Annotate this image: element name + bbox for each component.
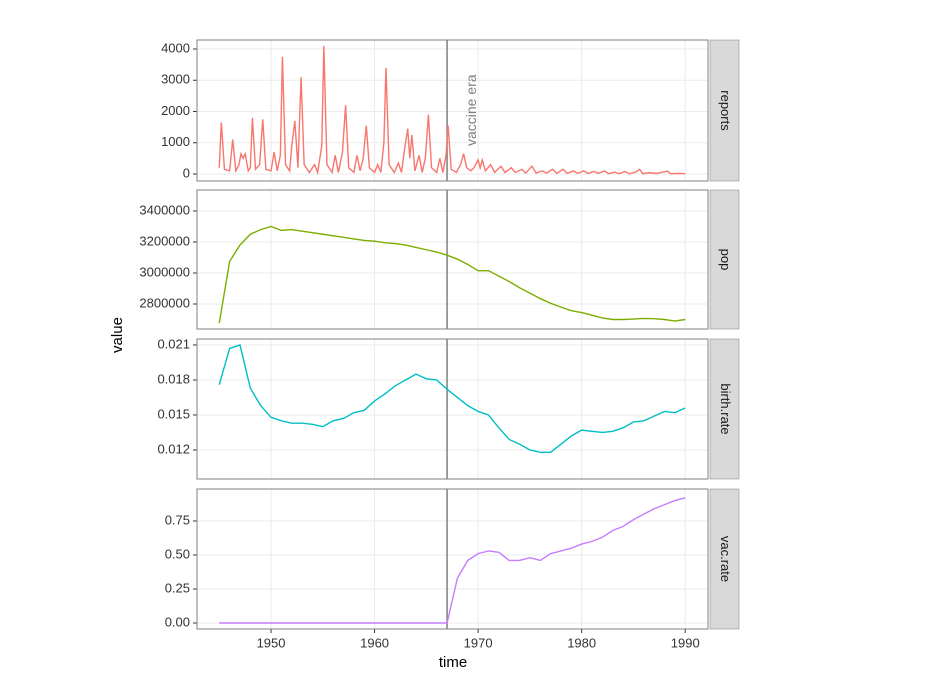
y-axis-title: value <box>109 317 126 353</box>
panel-background <box>197 40 708 181</box>
strip <box>709 338 740 480</box>
x-tick-label: 1960 <box>360 635 389 650</box>
y-tick-label: 0 <box>183 165 190 180</box>
y-tick-label: 1000 <box>161 134 190 149</box>
strip-label: reports <box>718 90 733 131</box>
strip-label: vac.rate <box>718 536 733 582</box>
y-tick-label: 3200000 <box>139 233 190 248</box>
x-tick-label: 1980 <box>567 635 596 650</box>
y-tick-label: 0.50 <box>165 546 190 561</box>
strip <box>709 488 740 630</box>
panel-border <box>196 189 709 330</box>
panel-border <box>196 488 709 630</box>
y-tick-label: 3400000 <box>139 202 190 217</box>
panel-border <box>196 338 709 480</box>
y-tick-label: 0.021 <box>157 336 190 351</box>
strip-label: birth.rate <box>718 383 733 434</box>
x-tick-label: 1950 <box>257 635 286 650</box>
data-line <box>218 225 686 324</box>
x-axis-title: time <box>439 654 467 671</box>
y-tick-label: 0.012 <box>157 441 190 456</box>
strip <box>709 39 740 182</box>
x-tick-label: 1970 <box>464 635 493 650</box>
x-tick-label: 1990 <box>671 635 700 650</box>
y-tick-label: 0.018 <box>157 371 190 386</box>
panel-border <box>196 39 709 182</box>
data-line <box>219 497 686 624</box>
panel-background <box>197 489 708 629</box>
data-line <box>218 344 686 454</box>
strip <box>709 189 740 330</box>
data-line <box>218 45 686 176</box>
y-tick-label: 0.25 <box>165 580 190 595</box>
y-tick-label: 4000 <box>161 40 190 55</box>
y-tick-label: 2000 <box>161 103 190 118</box>
panel-background <box>197 339 708 479</box>
y-tick-label: 0.015 <box>157 406 190 421</box>
y-tick-label: 0.75 <box>165 512 190 527</box>
panel-background <box>197 190 708 329</box>
y-tick-label: 2800000 <box>139 295 190 310</box>
y-tick-label: 0.00 <box>165 614 190 629</box>
y-tick-label: 3000 <box>161 72 190 87</box>
strip-label: pop <box>718 249 733 271</box>
y-tick-label: 3000000 <box>139 264 190 279</box>
vline-annotation: vaccine era <box>463 74 479 146</box>
